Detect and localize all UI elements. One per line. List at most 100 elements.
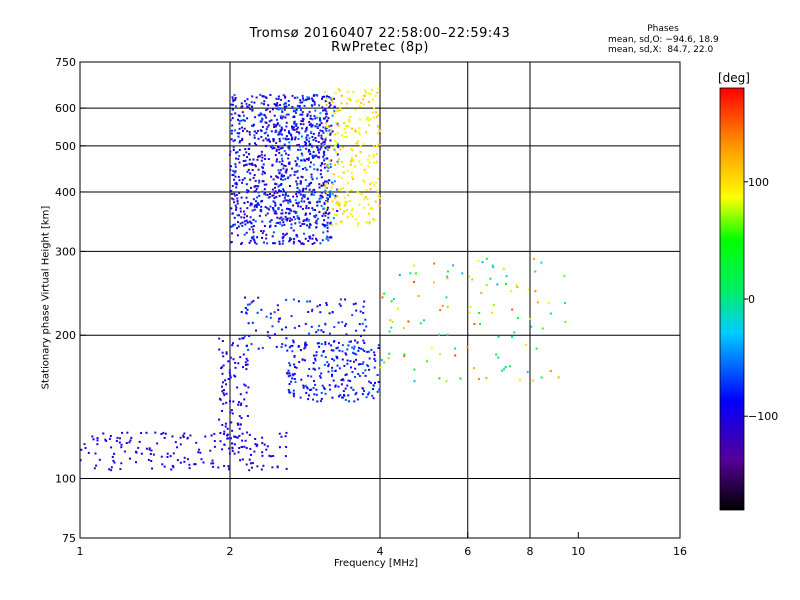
data-point <box>138 440 141 443</box>
data-point <box>263 132 266 135</box>
data-point <box>253 130 256 133</box>
data-point <box>390 300 393 303</box>
data-point <box>261 346 264 349</box>
data-point <box>257 155 260 158</box>
data-point <box>302 145 305 147</box>
data-point <box>327 198 329 200</box>
data-point <box>540 376 543 379</box>
data-point <box>286 199 288 202</box>
data-point <box>299 182 302 185</box>
data-point <box>293 173 296 176</box>
data-point <box>353 360 355 363</box>
data-point <box>325 112 328 115</box>
data-point <box>239 404 242 407</box>
data-point <box>383 361 386 364</box>
data-point <box>331 181 334 184</box>
data-point <box>306 134 309 137</box>
data-point <box>321 130 324 133</box>
data-point <box>258 214 261 217</box>
data-point <box>229 411 232 414</box>
data-point <box>238 148 241 151</box>
data-point <box>364 369 367 372</box>
data-point <box>276 216 279 219</box>
y-tick-label: 400 <box>55 186 76 199</box>
data-point <box>307 374 310 377</box>
data-point <box>308 96 311 99</box>
data-point <box>351 314 354 317</box>
data-point <box>320 137 323 140</box>
data-point <box>325 104 328 106</box>
data-point <box>287 138 290 140</box>
data-point <box>152 453 155 456</box>
data-point <box>325 110 328 113</box>
data-point <box>344 387 347 390</box>
data-point <box>274 186 276 189</box>
data-point <box>237 175 240 178</box>
data-point <box>250 101 253 104</box>
data-point <box>254 165 257 168</box>
data-point <box>318 367 321 370</box>
data-point <box>80 459 82 462</box>
data-point <box>297 148 300 151</box>
data-point <box>329 104 332 107</box>
data-point <box>248 458 251 461</box>
data-point <box>354 128 357 131</box>
data-point <box>419 322 422 325</box>
data-point <box>324 163 327 166</box>
data-point <box>213 440 216 442</box>
data-point <box>234 163 237 166</box>
data-point <box>277 107 280 110</box>
data-point <box>254 164 257 167</box>
data-point <box>230 409 233 412</box>
data-point <box>280 163 283 166</box>
data-point <box>363 168 366 171</box>
data-point <box>503 368 506 371</box>
data-point <box>230 225 233 228</box>
data-point <box>286 207 288 210</box>
data-point <box>229 168 232 171</box>
data-point <box>285 337 288 340</box>
data-point <box>265 237 268 240</box>
data-point <box>258 194 261 197</box>
data-point <box>310 375 313 378</box>
data-point <box>368 222 371 225</box>
data-point <box>231 98 234 101</box>
data-point <box>363 342 366 344</box>
data-point <box>320 184 323 187</box>
data-point <box>262 230 265 233</box>
data-point <box>343 122 346 125</box>
data-point <box>373 161 376 164</box>
data-point <box>346 201 349 203</box>
data-point <box>281 179 284 181</box>
data-point <box>234 98 237 101</box>
data-point <box>263 241 265 244</box>
data-point <box>278 140 281 143</box>
data-point <box>328 384 331 387</box>
data-point <box>218 348 221 351</box>
data-point <box>261 454 264 457</box>
data-point <box>307 157 310 160</box>
data-point <box>373 184 376 187</box>
data-point <box>511 308 514 311</box>
data-point <box>295 164 298 167</box>
data-point <box>293 210 296 213</box>
data-point <box>452 264 455 267</box>
data-point <box>223 389 225 392</box>
data-point <box>351 178 354 180</box>
data-point <box>254 142 256 145</box>
data-point <box>256 129 259 132</box>
data-point <box>363 300 366 303</box>
data-point <box>263 103 265 106</box>
data-point <box>318 183 321 186</box>
data-point <box>279 129 282 132</box>
data-point <box>350 148 353 151</box>
data-point <box>231 232 233 235</box>
data-point <box>403 353 406 356</box>
data-point <box>237 158 240 160</box>
data-point <box>209 449 212 452</box>
data-point <box>299 101 302 104</box>
data-point <box>242 366 244 369</box>
data-point <box>287 130 290 133</box>
data-point <box>248 103 251 106</box>
data-point <box>349 99 352 102</box>
